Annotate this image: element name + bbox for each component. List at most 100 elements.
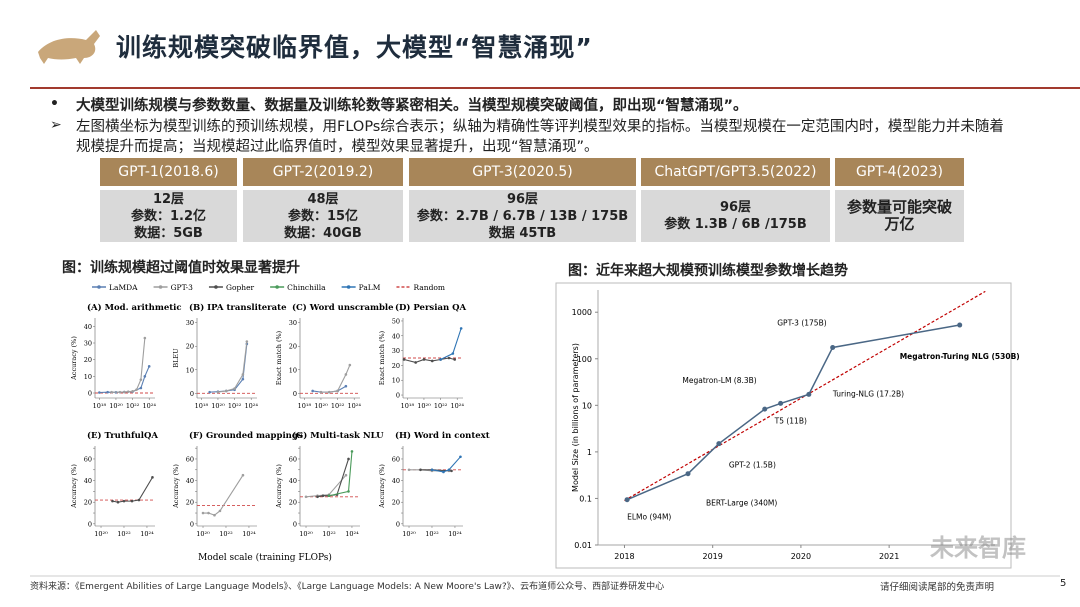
- x-tick-label: 10²²: [425, 530, 439, 538]
- series-point: [439, 358, 442, 361]
- x-tick-label: 10¹⁸: [195, 402, 209, 410]
- series-point: [122, 390, 126, 394]
- y-tick-label: 0: [396, 392, 400, 400]
- legend-dot: [214, 285, 218, 289]
- y-axis-label: Accuracy (%): [275, 464, 283, 509]
- x-tick-label: 10²⁰: [109, 402, 123, 410]
- panel-title: (H) Word in context: [395, 430, 490, 441]
- stage-line: 参数：15亿: [287, 208, 359, 224]
- x-tick-label: 10²²: [126, 402, 140, 410]
- y-tick-label: 60: [392, 455, 400, 463]
- panel-title: (D) Persian QA: [395, 302, 466, 313]
- y-tick-label: 0.1: [579, 494, 592, 503]
- legend-dot: [97, 285, 101, 289]
- series-point: [106, 390, 109, 394]
- series-point: [147, 365, 151, 368]
- series-point: [216, 390, 220, 394]
- series-point: [241, 473, 245, 477]
- series-point: [130, 499, 134, 503]
- y-tick-label: 20: [392, 499, 400, 507]
- panel-title: (E) TruthfulQA: [87, 430, 158, 441]
- legend-label: GPT-3: [171, 283, 194, 292]
- y-tick-label: 10: [186, 366, 194, 374]
- panel-title: (B) IPA transliterate: [189, 302, 287, 313]
- series-point: [116, 500, 120, 504]
- stage-line: 参数量可能突破: [846, 198, 952, 216]
- data-point: [685, 471, 691, 477]
- x-tick-label: 10¹⁸: [401, 402, 415, 410]
- series-point: [453, 358, 456, 361]
- x-tick-label: 2021: [879, 552, 899, 561]
- series-point: [344, 473, 348, 477]
- series-point: [459, 327, 463, 330]
- stage-header: GPT-2(2019.2): [243, 158, 403, 186]
- panel-title: (F) Grounded mappings: [189, 430, 303, 441]
- y-tick-label: 0: [396, 520, 400, 528]
- data-point: [624, 497, 630, 503]
- x-tick-label: 10²⁴: [242, 530, 256, 538]
- x-tick-label: 2018: [614, 552, 634, 561]
- series-line: [112, 477, 153, 503]
- x-tick-label: 2020: [791, 552, 811, 561]
- x-tick-label: 10²⁰: [211, 402, 225, 410]
- y-tick-label: 0.01: [574, 541, 592, 550]
- data-point: [806, 391, 812, 397]
- stage-line: 48层: [307, 191, 339, 207]
- legend-dot: [346, 285, 351, 289]
- series-point: [111, 499, 114, 503]
- trend-line: [624, 290, 986, 502]
- series-point: [430, 468, 434, 472]
- bullet-marker: ➢: [50, 117, 62, 133]
- x-tick-label: 10²²: [434, 402, 448, 410]
- series-point: [347, 490, 350, 493]
- y-tick-label: 10: [84, 373, 92, 381]
- point-label: Megatron-LM (8.3B): [682, 376, 756, 385]
- series-point: [419, 468, 422, 472]
- data-point: [957, 322, 963, 328]
- y-tick-label: 20: [186, 499, 194, 507]
- x-tick-label: 10¹⁸: [93, 402, 107, 410]
- series-point: [135, 388, 138, 391]
- y-tick-label: 30: [289, 319, 297, 327]
- series-point: [139, 378, 143, 381]
- series-line: [203, 474, 244, 516]
- y-tick-label: 60: [84, 455, 92, 463]
- y-axis-label: Accuracy (%): [378, 464, 386, 509]
- y-tick-label: 100: [577, 355, 592, 364]
- series-line: [320, 364, 351, 393]
- series-point: [316, 495, 319, 499]
- stage-line: 参数 1.3B / 6B /175B: [664, 217, 807, 232]
- slide-title: 训练规模突破临界值，大模型“智慧涌现”: [116, 33, 593, 62]
- series-point: [407, 468, 411, 472]
- panel-title: (A) Mod. arithmetic: [87, 302, 182, 313]
- series-point: [143, 375, 147, 378]
- x-tick-label: 10²²: [322, 530, 336, 538]
- series-point: [344, 384, 348, 388]
- series-point: [122, 499, 126, 503]
- stage-header: GPT-3(2020.5): [409, 158, 636, 186]
- series-point: [224, 389, 228, 393]
- stage-line: 96层: [506, 191, 539, 207]
- series-point: [447, 468, 451, 472]
- x-tick-label: 10²⁰: [196, 530, 210, 538]
- x-tick-label: 10²²: [331, 402, 345, 410]
- x-tick-label: 10²⁴: [142, 402, 156, 410]
- point-label: ELMo (94M): [627, 513, 671, 522]
- y-tick-label: 30: [186, 319, 194, 327]
- y-tick-label: 20: [186, 343, 194, 351]
- point-label: GPT-2 (1.5B): [729, 461, 776, 470]
- series-point: [110, 390, 113, 394]
- x-tick-label: 2019: [703, 552, 723, 561]
- x-tick-label: 10²²: [228, 402, 242, 410]
- legend-label: Random: [413, 283, 445, 292]
- series-point: [336, 389, 339, 393]
- series-point: [319, 390, 323, 394]
- y-tick-label: 60: [186, 455, 194, 463]
- series-point: [208, 390, 211, 394]
- series-point: [233, 387, 236, 390]
- watermark: 未来智库: [930, 534, 1026, 562]
- y-tick-label: 0: [190, 390, 194, 398]
- y-tick-label: 20: [289, 343, 297, 351]
- y-axis-label: Accuracy (%): [70, 336, 78, 381]
- disclaimer: 请仔细阅读尾部的免责声明: [880, 582, 995, 593]
